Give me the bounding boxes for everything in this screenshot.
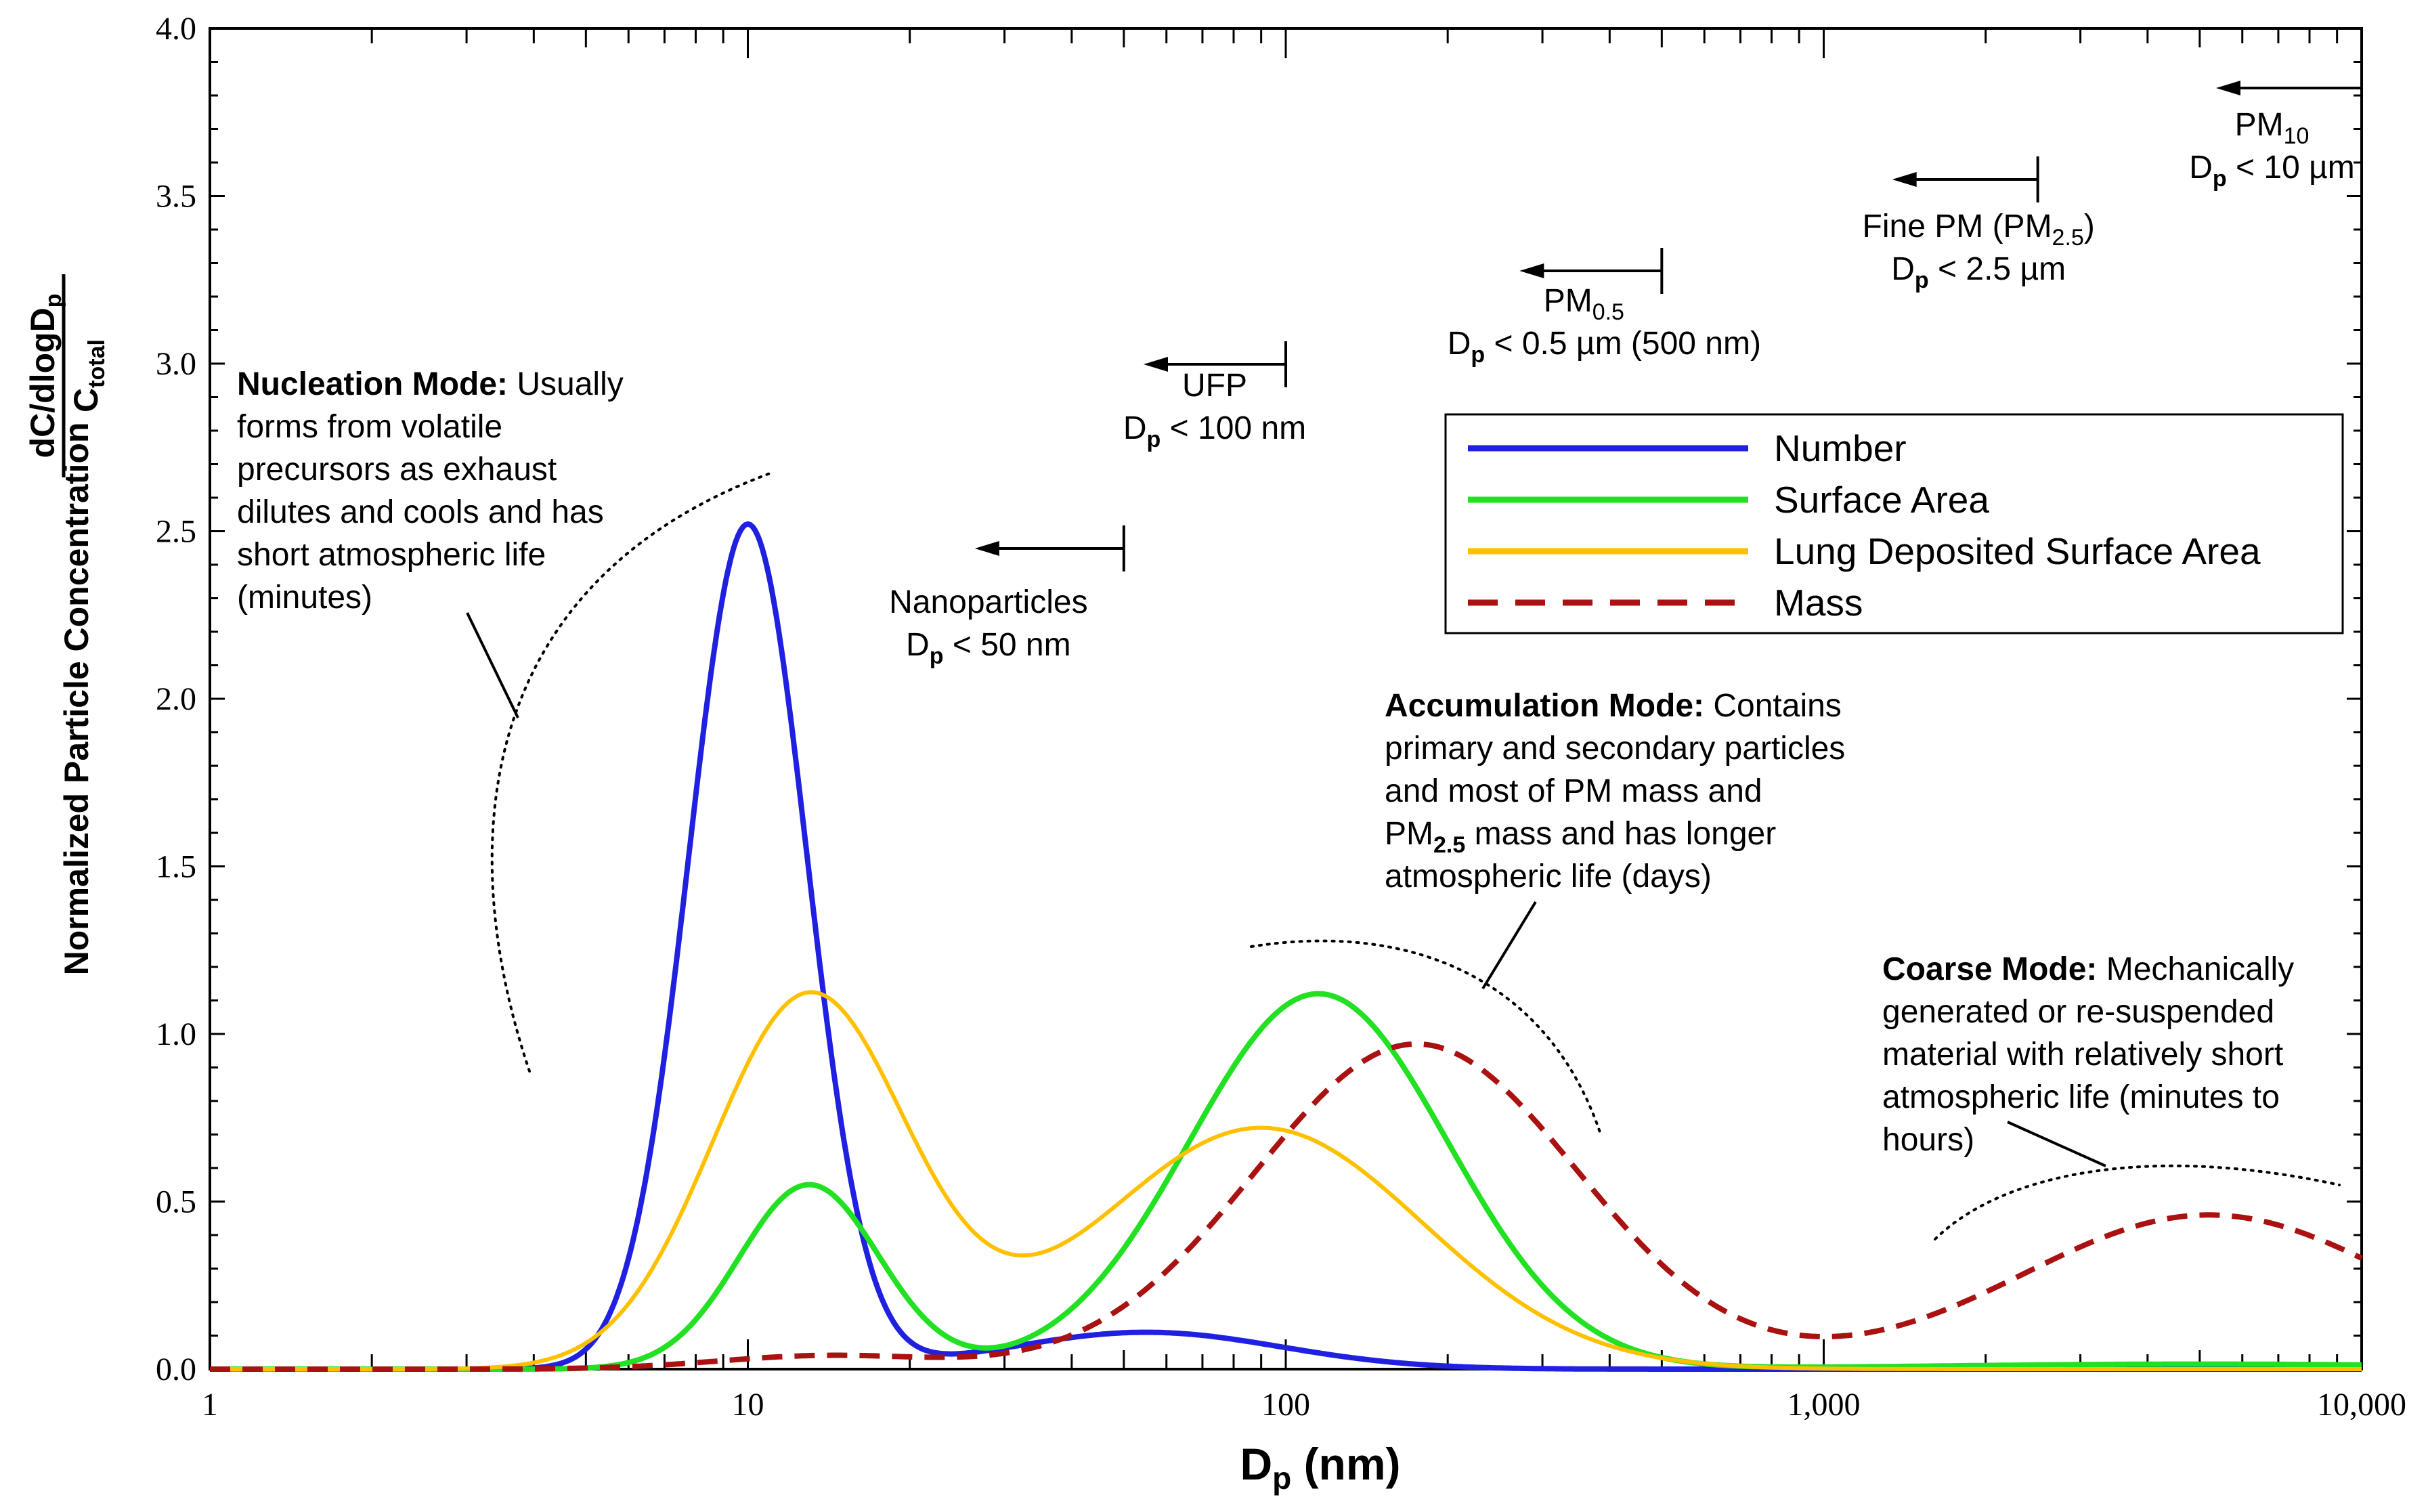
series-line-lung-deposited-surface-area [210,990,2362,1371]
accumulation-line-1: Accumulation Mode: Contains [1385,688,1842,724]
x-tick-label: 100 [1261,1387,1310,1423]
marker-dp-text: Dp < 2.5 µm [1891,251,2066,293]
y-axis-line: Normalized Particle Concentration [58,423,95,976]
coarse-line-3: material with relatively short [1882,1037,2283,1073]
x-tick-label: 1,000 [1787,1387,1861,1423]
legend-label: Lung Deposited Surface Area [1774,530,2261,572]
accumulation-line-5: atmospheric life (days) [1385,859,1712,894]
marker-pm05: PM0.5Dp < 0.5 µm (500 nm) [1448,248,1761,368]
accumulation-line-4: PM2.5 mass and has longer [1385,816,1776,858]
y-tick-label: 0.0 [156,1352,196,1387]
y-tick-label: 2.0 [156,681,196,717]
nucleation-line-4: dilutes and cools and has [237,494,604,530]
nucleation-line-1: Nucleation Mode: Usually [237,366,624,402]
mode-guide-arc [1250,939,1603,1138]
x-tick-label: 1 [202,1387,218,1423]
marker-label: PM10 [2235,107,2310,149]
coarse-line-5: hours) [1882,1122,1974,1158]
marker-arrow-head [1892,172,1917,187]
y-axis-fraction: dC/dlogDp Ctotal [24,274,110,477]
legend-label: Mass [1774,582,1863,624]
marker-dp-text: Dp < 0.5 µm (500 nm) [1448,326,1761,368]
accumulation-pointer [1481,901,1537,990]
marker-label: UFP [1182,368,1247,404]
nucleation-line-5: short atmospheric life [237,537,546,573]
size-markers: Nanoparticles Dp < 50 nm UFP Dp < 100 nm PM0… [889,81,2362,669]
y-tick-label: 0.5 [156,1184,196,1220]
legend-label: Number [1774,427,1907,469]
accumulation-line-3: and most of PM mass and [1385,773,1762,809]
y-axis-denominator: Ctotal [67,339,110,412]
marker-arrow-head [2216,81,2240,95]
marker-nanoparticles: Nanoparticles Dp < 50 nm [889,525,1125,669]
annotation-nucleation: Nucleation Mode: Usually forms from vola… [237,366,624,718]
plot-area [209,27,2363,1370]
marker-arrow-head [1519,263,1544,278]
y-tick-label: 4.0 [156,11,196,47]
x-tick-label: 10,000 [2317,1387,2406,1423]
annotation-coarse: Coarse Mode: Mechanically generated or r… [1882,951,2294,1167]
y-axis-numerator: dC/dlogDp [24,294,66,458]
coarse-pointer [2007,1121,2106,1167]
marker-dp-text: Dp < 10 µm [2189,150,2355,192]
nucleation-pointer [466,612,519,718]
marker-arrow-head [974,541,999,556]
x-tick-label: 10 [732,1387,764,1423]
marker-label: Fine PM (PM2.5) [1863,209,2095,251]
marker-arrow-head [1144,357,1168,372]
y-axis-title: Normalized Particle Concentration [58,423,95,976]
nucleation-line-3: precursors as exhaust [237,452,557,488]
coarse-line-1: Coarse Mode: Mechanically [1882,951,2294,987]
y-tick-label: 1.5 [156,849,196,885]
mode-guide-arc [490,471,773,1073]
series-line-mass [209,1041,2363,1372]
nucleation-line-6: (minutes) [237,580,372,615]
series-group [209,521,2363,1372]
marker-ufp: UFP Dp < 100 nm [1123,341,1306,452]
legend: Number Surface Area Lung Deposited Surface… [1444,413,2344,634]
y-tick-label: 2.5 [156,514,196,550]
mode-guide-arc [1934,1164,2341,1240]
y-tick-label: 3.5 [156,179,196,215]
annotation-accumulation: Accumulation Mode: Contains primary and … [1385,688,1845,990]
accumulation-line-2: primary and secondary particles [1385,731,1845,766]
coarse-line-2: generated or re-suspended [1882,994,2274,1030]
x-axis-title: Dp (nm) [1240,1439,1400,1496]
nucleation-line-2: forms from volatile [237,409,502,445]
mode-guides [490,471,2341,1240]
y-tick-label: 1.0 [156,1016,196,1052]
marker-label: Nanoparticles [889,584,1087,620]
coarse-line-4: atmospheric life (minutes to [1882,1079,2280,1115]
legend-label: Surface Area [1774,479,1989,521]
marker-fine-pm: Fine PM (PM2.5)Dp < 2.5 µm [1863,156,2095,293]
y-tick-label: 3.0 [156,346,196,382]
tick-labels: 1 10 100 1,000 10,000 0.0 0.5 1.0 1.5 2.0 2.5 3.0 3.… [156,11,2406,1423]
marker-dp-text: Dp < 50 nm [906,627,1071,669]
marker-label: PM0.5 [1544,283,1624,325]
marker-dp-text: Dp < 100 nm [1123,410,1306,452]
